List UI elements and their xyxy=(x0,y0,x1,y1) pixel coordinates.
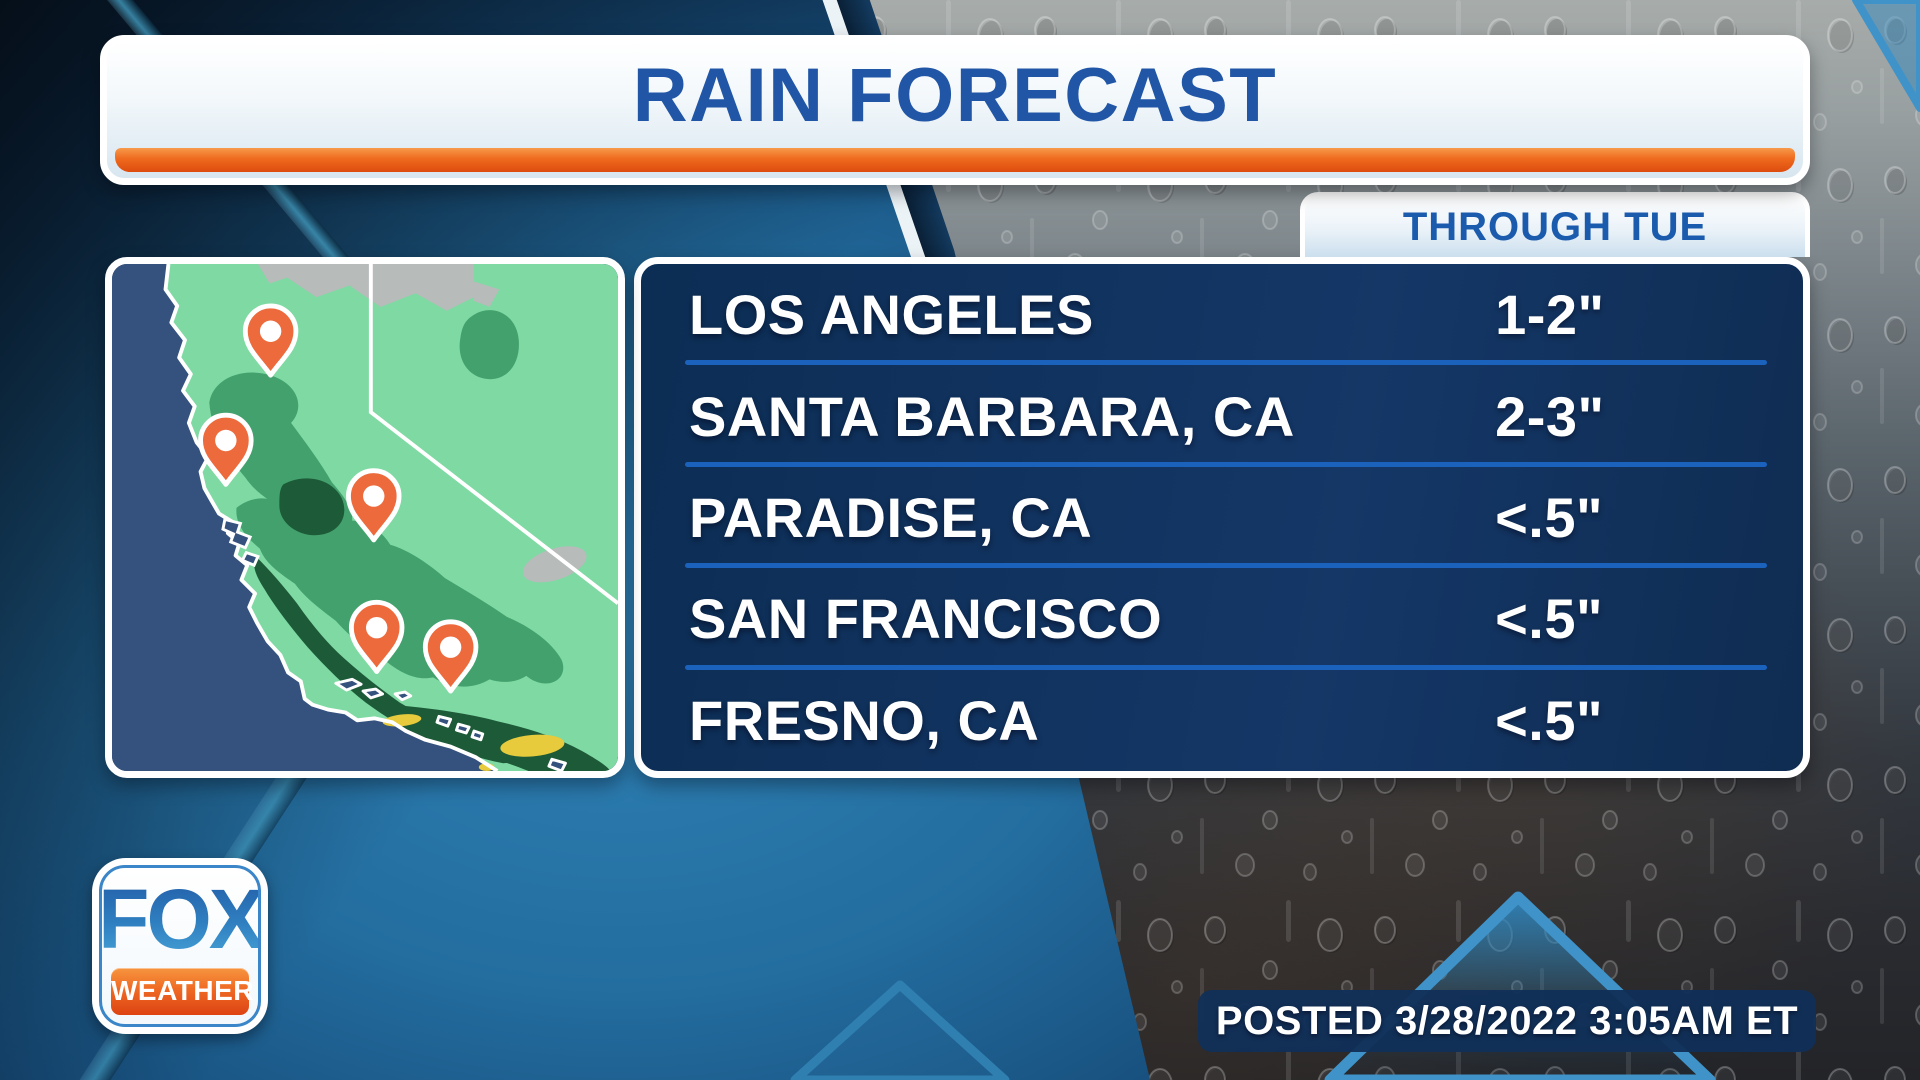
table-row: SANTA BARBARA, CA 2-3" xyxy=(641,365,1803,468)
row-amount: 1-2" xyxy=(1495,283,1605,347)
row-amount: 2-3" xyxy=(1495,384,1605,448)
weather-logo-banner: WEATHER xyxy=(111,968,253,1015)
map-svg xyxy=(112,264,618,771)
row-city: SAN FRANCISCO xyxy=(689,587,1163,651)
map-heavy-bay xyxy=(279,478,345,536)
map-sf-bay-south xyxy=(240,550,260,568)
map-moderate-southeast xyxy=(507,616,564,684)
map-heaviest-losangeles xyxy=(500,734,565,757)
table-row: LOS ANGELES 1-2" xyxy=(641,264,1803,366)
row-city: FRESNO, CA xyxy=(689,688,1040,752)
page-title: RAIN FORECAST xyxy=(632,52,1278,138)
forecast-table: LOS ANGELES 1-2" SANTA BARBARA, CA 2-3" … xyxy=(634,257,1810,778)
fox-logo-text: FOX xyxy=(102,868,258,968)
map-pin-san-francisco xyxy=(198,412,254,487)
map-pin-santa-barbara xyxy=(348,599,405,674)
fox-weather-logo-tile: FOX WEATHER xyxy=(99,865,261,1027)
period-tab: THROUGH TUE xyxy=(1300,192,1810,257)
map-pins xyxy=(198,303,479,694)
map-nodata-east xyxy=(522,546,587,583)
table-row: SAN FRANCISCO <.5" xyxy=(641,568,1803,670)
map-pin-fresno xyxy=(346,468,402,543)
row-city: LOS ANGELES xyxy=(689,283,1094,347)
table-row: PARADISE, CA <.5" xyxy=(641,467,1803,569)
table-row: FRESNO, CA <.5" xyxy=(641,670,1803,771)
row-amount: <.5" xyxy=(1495,688,1604,752)
row-amount: <.5" xyxy=(1495,587,1604,651)
california-rain-map xyxy=(105,257,625,778)
row-amount: <.5" xyxy=(1495,485,1604,549)
map-sf-bay xyxy=(221,517,253,550)
map-pin-los-angeles xyxy=(422,619,479,694)
posted-timestamp: POSTED 3/28/2022 3:05AM ET xyxy=(1198,990,1816,1052)
map-state-border xyxy=(368,264,618,605)
title-banner: RAIN FORECAST xyxy=(100,35,1810,185)
map-nodata-north xyxy=(257,264,474,311)
map-moderate-nevada xyxy=(459,310,519,380)
map-nodata-border xyxy=(473,281,500,307)
fox-weather-logo: FOX WEATHER xyxy=(92,858,268,1034)
map-pin-paradise xyxy=(242,303,299,378)
row-city: PARADISE, CA xyxy=(689,485,1093,549)
map-channel-islands xyxy=(334,677,567,771)
period-tab-label: THROUGH TUE xyxy=(1402,204,1708,249)
title-accent-bar xyxy=(115,148,1795,172)
row-city: SANTA BARBARA, CA xyxy=(689,384,1295,448)
map-coastline xyxy=(163,264,499,771)
